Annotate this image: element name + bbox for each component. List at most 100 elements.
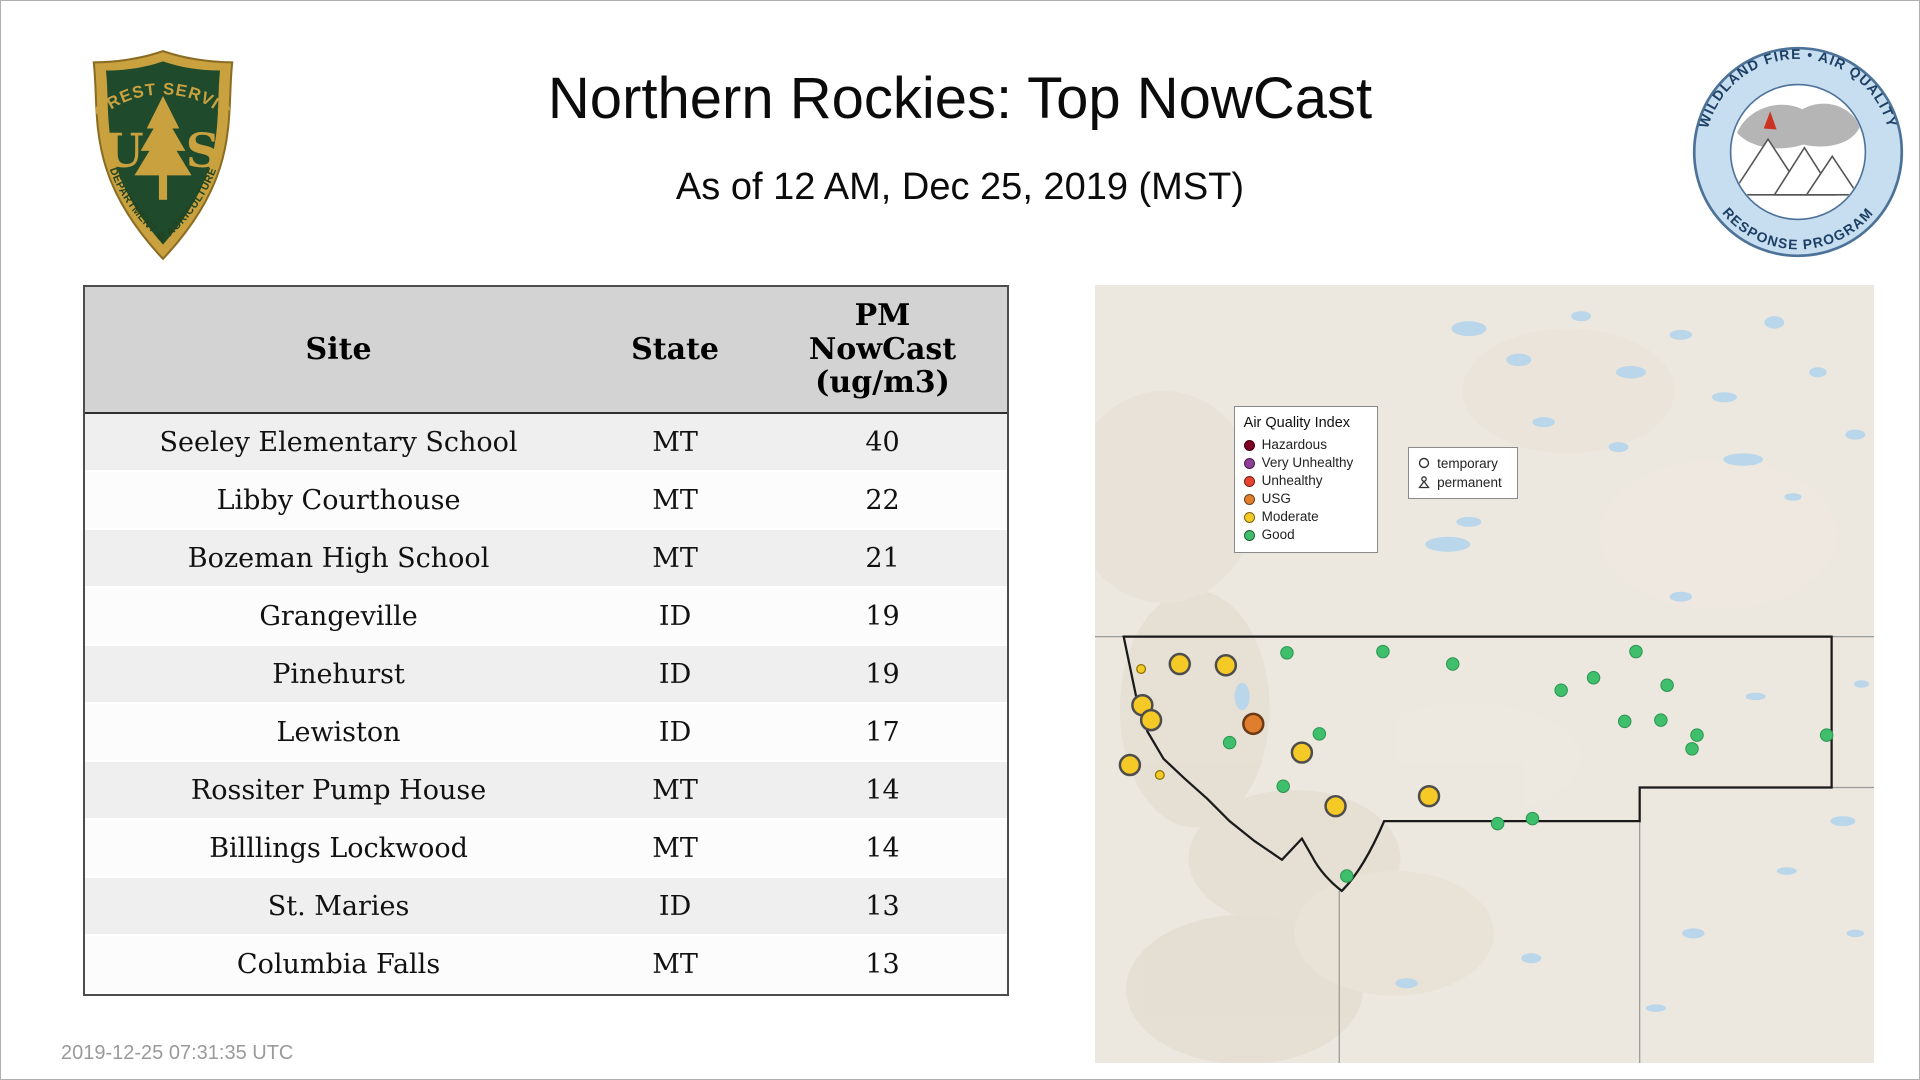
site-cell: Lewiston <box>276 716 401 748</box>
table-row: Bozeman High School MT 21 <box>85 530 1007 588</box>
site-cell: Columbia Falls <box>236 948 441 980</box>
page-title: Northern Rockies: Top NowCast <box>547 66 1373 131</box>
monitor-marker-good <box>1280 646 1294 660</box>
monitor-marker-good <box>1617 714 1632 729</box>
aqi-legend-item: Moderate <box>1243 509 1368 527</box>
region-silhouette <box>1737 103 1861 149</box>
monitor-marker-moderate <box>1139 708 1163 732</box>
aqi-legend-label: USG <box>1261 491 1291 507</box>
monitor-marker-moderate <box>1214 654 1238 677</box>
value-cell: 40 <box>865 426 900 458</box>
state-cell: ID <box>658 716 692 748</box>
usfs-letter-u: U <box>103 124 144 179</box>
value-cell: 14 <box>865 774 900 806</box>
aqi-legend-label: Unhealthy <box>1261 473 1323 489</box>
title-block: Northern Rockies: Top NowCast As of 12 A… <box>1 1 1919 209</box>
column-header-pm: PM NowCast (ug/m3) <box>808 298 957 401</box>
site-cell: Grangeville <box>259 600 418 632</box>
table-row: Columbia Falls MT 13 <box>85 936 1007 994</box>
column-header-state: State <box>631 332 720 367</box>
nowcast-table: Site State PM NowCast (ug/m3) Seeley Ele… <box>83 285 1009 996</box>
temporary-symbol-icon <box>1418 458 1430 469</box>
lakes <box>1234 311 1870 1012</box>
monitor-marker-moderate_small <box>1136 664 1147 674</box>
permanent-symbol-icon <box>1418 476 1430 489</box>
monitor-marker-good <box>1660 678 1674 692</box>
value-cell: 13 <box>865 890 900 922</box>
monitor-marker-good <box>1376 644 1390 659</box>
aqi-legend-item: Very Unhealthy <box>1243 455 1368 473</box>
monitor-marker-moderate <box>1324 794 1347 818</box>
legend-item-permanent: permanent <box>1417 473 1509 492</box>
site-cell: Bozeman High School <box>187 542 490 574</box>
value-cell: 21 <box>865 542 900 574</box>
temporary-label: temporary <box>1437 455 1498 471</box>
table-header: Site State PM NowCast (ug/m3) <box>85 287 1007 414</box>
site-cell: Seeley Elementary School <box>159 426 518 458</box>
aqi-legend-items: Hazardous Very Unhealthy Unhealthy USG Moder… <box>1243 437 1368 545</box>
monitor-marker-good <box>1554 683 1568 697</box>
monitor-marker-moderate_small <box>1154 770 1165 780</box>
monitor-marker-good <box>1525 811 1540 826</box>
state-cell: MT <box>652 484 698 516</box>
state-cell: MT <box>652 832 698 864</box>
aqi-color-dot <box>1243 440 1255 452</box>
value-cell: 13 <box>865 948 900 980</box>
generation-timestamp: 2019-12-25 07:31:35 UTC <box>61 1042 294 1064</box>
aqi-legend-title: Air Quality Index <box>1243 414 1351 431</box>
state-cell: MT <box>652 426 698 458</box>
monitor-marker-good <box>1222 735 1237 750</box>
table-row: Billlings Lockwood MT 14 <box>85 820 1007 878</box>
table-row: Libby Courthouse MT 22 <box>85 472 1007 530</box>
usfs-letter-s: S <box>186 124 220 179</box>
aqi-legend-item: Unhealthy <box>1243 473 1368 491</box>
value-cell: 17 <box>865 716 900 748</box>
aqi-legend-label: Good <box>1261 527 1295 543</box>
table-body: Seeley Elementary School MT 40 Libby Courth… <box>85 414 1007 994</box>
monitor-marker-good <box>1685 742 1699 756</box>
pine-tree-icon <box>134 95 192 200</box>
monitor-marker-usg <box>1242 712 1265 736</box>
air-quality-map: Air Quality Index Hazardous Very Unhealth… <box>1095 285 1874 1063</box>
monitor-marker-moderate <box>1118 753 1142 777</box>
monitor-marker-good <box>1654 713 1668 727</box>
monitor-marker-good <box>1340 869 1354 883</box>
table-row: Pinehurst ID 19 <box>85 646 1007 704</box>
terrain-shading <box>1095 328 1837 1063</box>
state-cell: ID <box>658 658 692 690</box>
usfs-logo: FOREST SERVICE U S DEPARTMENT OF AGRICUL… <box>65 43 234 261</box>
monitor-marker-good <box>1445 657 1460 671</box>
aqi-color-dot <box>1243 476 1255 488</box>
aqi-legend-item: USG <box>1243 491 1368 509</box>
montana-outline <box>1122 635 1833 893</box>
table-row: Seeley Elementary School MT 40 <box>85 414 1007 472</box>
monitor-marker-moderate <box>1290 741 1314 764</box>
site-cell: Libby Courthouse <box>216 484 461 516</box>
flame-icon <box>1763 111 1777 130</box>
aqi-legend-item: Good <box>1243 527 1368 545</box>
state-cell: ID <box>658 600 692 632</box>
value-cell: 22 <box>865 484 900 516</box>
monitor-marker-moderate <box>1417 784 1441 808</box>
aqi-color-dot <box>1243 512 1255 524</box>
legend-item-temporary: temporary <box>1417 454 1509 473</box>
table-row: St. Maries ID 13 <box>85 878 1007 936</box>
table-row: Grangeville ID 19 <box>85 588 1007 646</box>
site-cell: Pinehurst <box>272 658 405 690</box>
monitor-marker-good <box>1690 728 1704 742</box>
monitor-marker-good <box>1490 816 1505 831</box>
basemap <box>1095 285 1874 1063</box>
site-cell: Rossiter Pump House <box>190 774 487 806</box>
aqi-legend-label: Very Unhealthy <box>1261 455 1354 471</box>
state-cell: ID <box>658 890 692 922</box>
aqrp-logo: WILDLAND FIRE • AIR QUALITY RESPONSE PRO… <box>1692 46 1904 258</box>
page-subtitle: As of 12 AM, Dec 25, 2019 (MST) <box>675 166 1245 208</box>
monitor-type-legend: temporary permanent <box>1408 446 1519 499</box>
value-cell: 19 <box>865 658 900 690</box>
state-cell: MT <box>652 542 698 574</box>
mountains-icon <box>1731 137 1860 196</box>
site-cell: Billlings Lockwood <box>209 832 468 864</box>
table-row: Lewiston ID 17 <box>85 704 1007 762</box>
monitor-marker-good <box>1819 728 1834 742</box>
